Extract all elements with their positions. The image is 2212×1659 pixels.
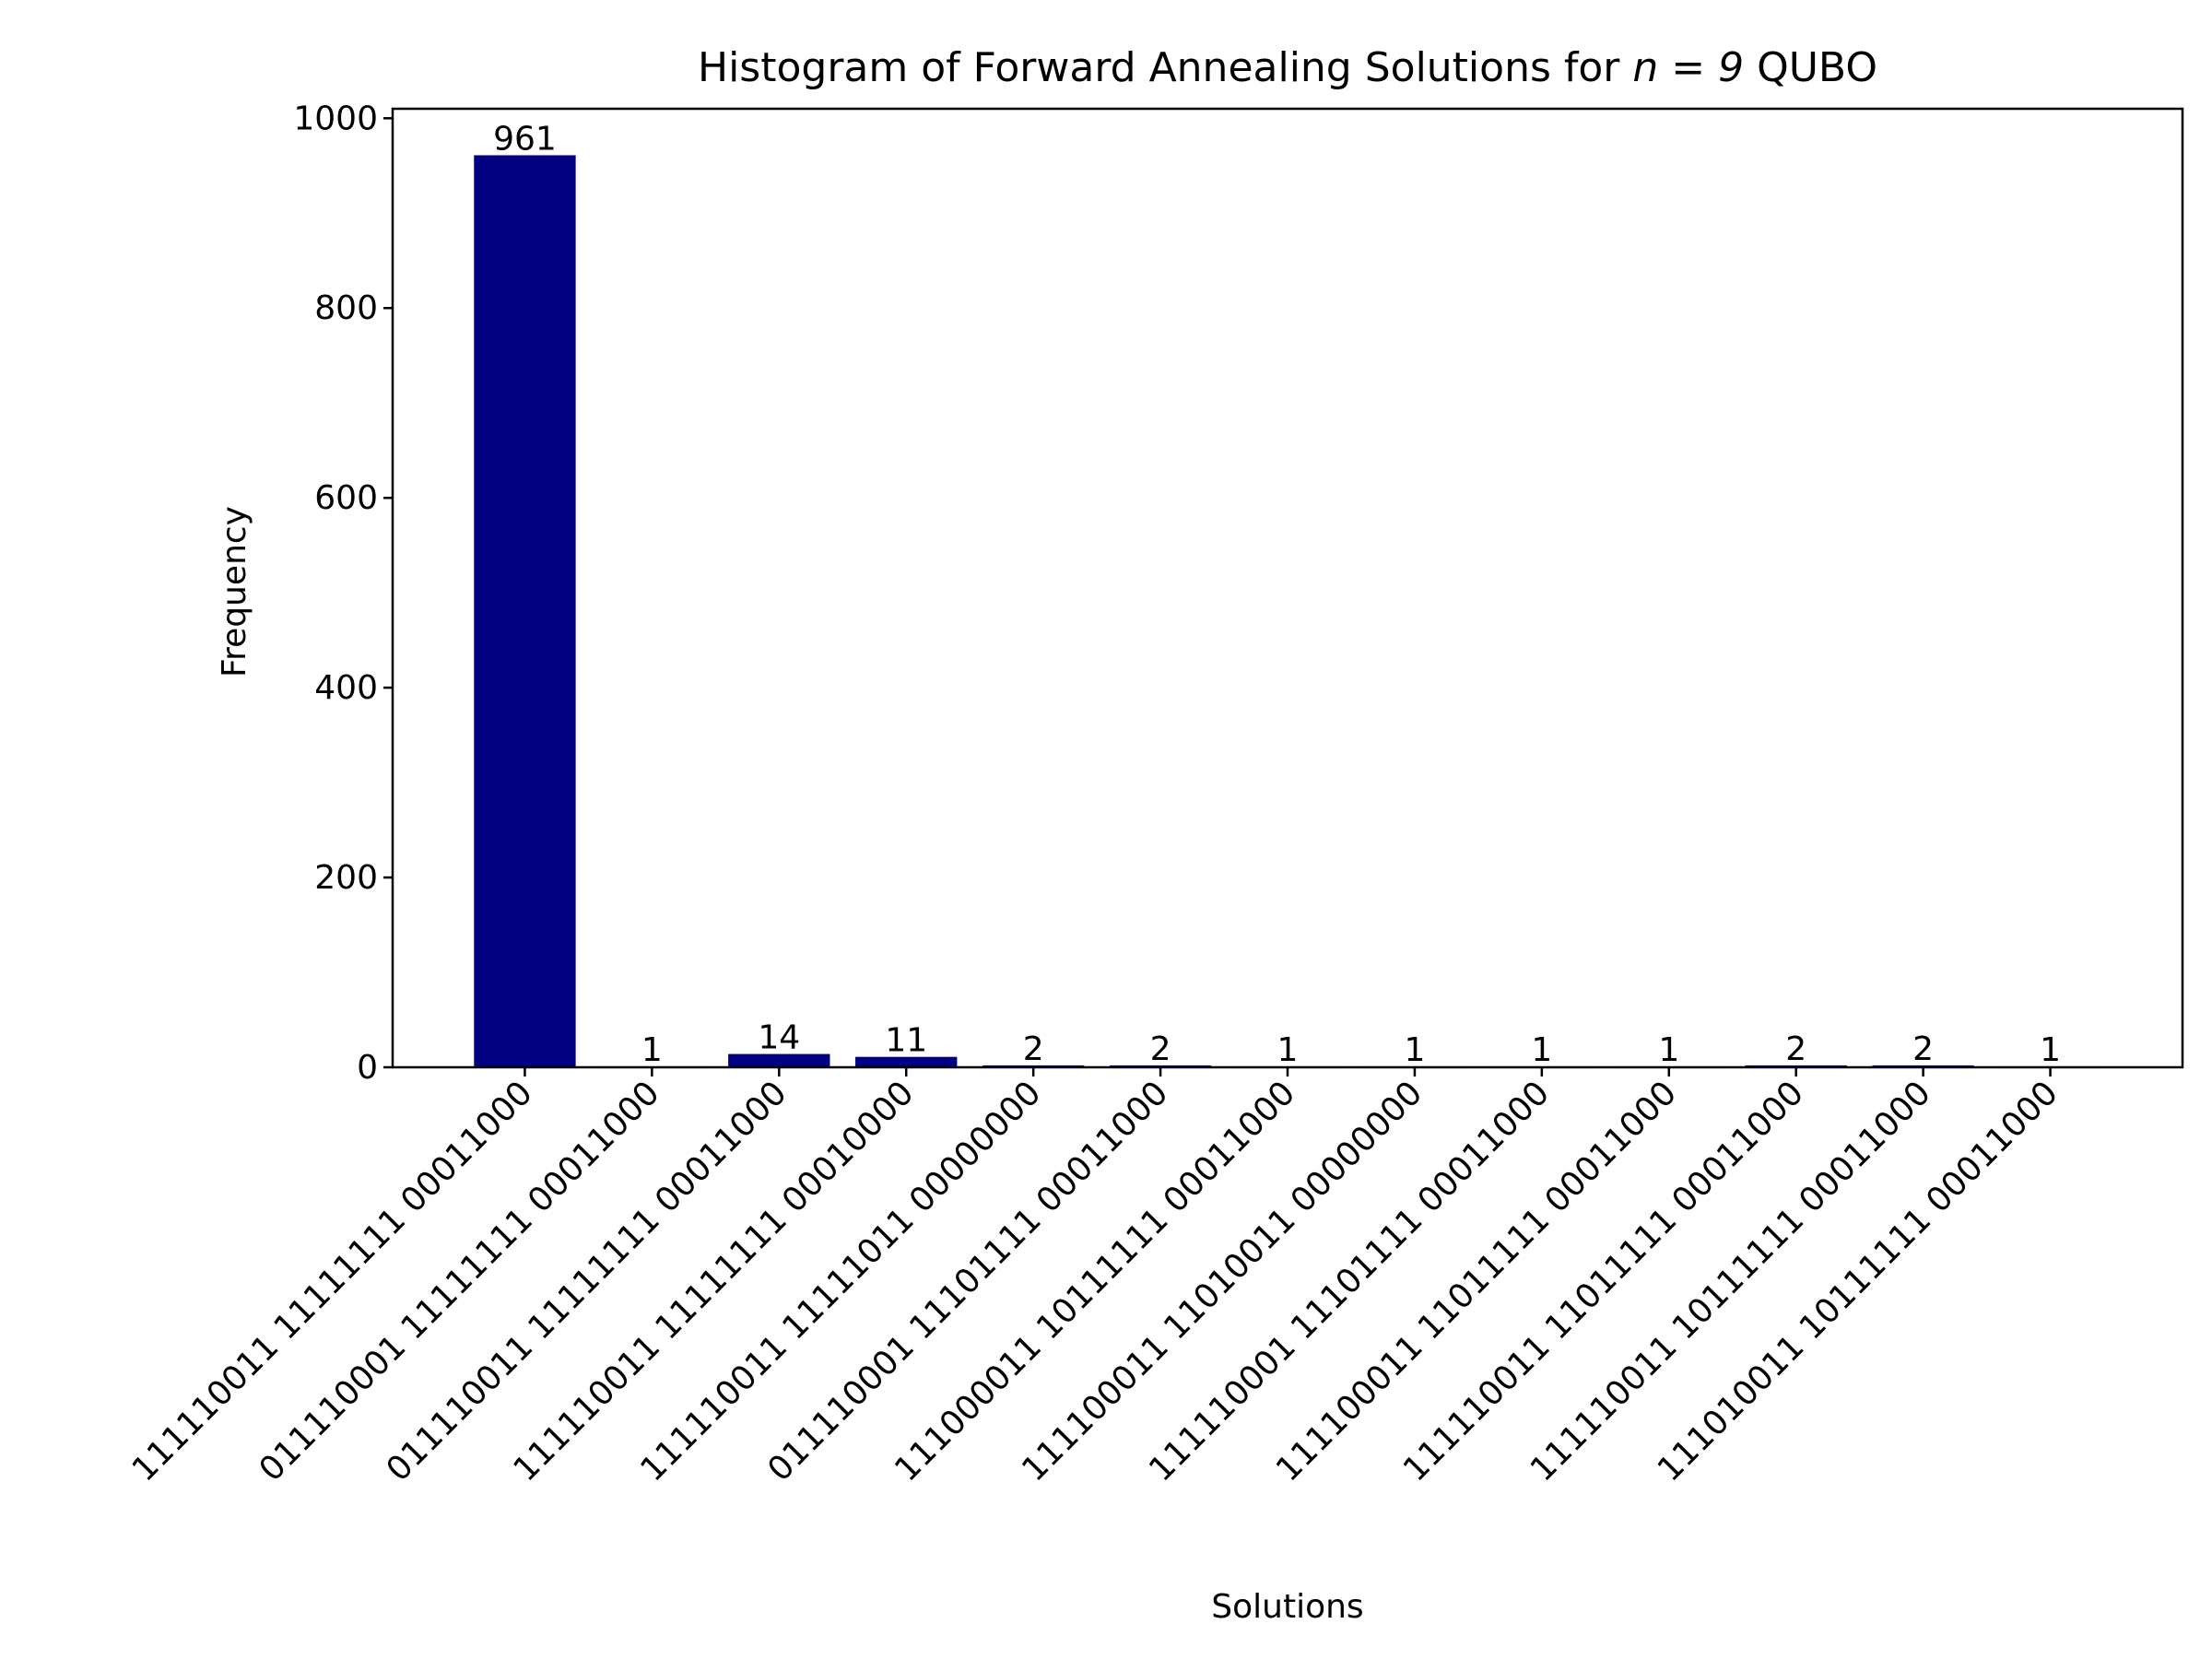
bar-value-label: 2 bbox=[1785, 1030, 1806, 1068]
bar-value-label: 1 bbox=[1531, 1031, 1552, 1069]
chart-title-math: n = 9 bbox=[1632, 44, 1744, 91]
bar-value-label: 2 bbox=[1150, 1030, 1171, 1068]
bar-value-label: 14 bbox=[758, 1019, 800, 1057]
y-tick-label: 600 bbox=[314, 479, 378, 517]
y-tick-label: 800 bbox=[314, 289, 378, 327]
y-tick-label: 1000 bbox=[293, 100, 378, 137]
bar-value-label: 1 bbox=[641, 1031, 663, 1069]
bar bbox=[474, 155, 576, 1067]
bar-value-label: 1 bbox=[1404, 1031, 1425, 1069]
bar-value-label: 11 bbox=[885, 1022, 927, 1060]
chart-title-suffix: QUBO bbox=[1744, 44, 1877, 91]
bar bbox=[855, 1056, 958, 1067]
y-tick-label: 400 bbox=[314, 669, 378, 707]
chart-title: Histogram of Forward Annealing Solutions… bbox=[698, 44, 1877, 91]
bar-value-label: 961 bbox=[493, 120, 557, 158]
bars-layer bbox=[474, 155, 2101, 1067]
y-tick-label: 0 bbox=[357, 1049, 378, 1087]
bar-value-label: 2 bbox=[1912, 1030, 1934, 1068]
bar-value-label: 1 bbox=[1277, 1031, 1299, 1069]
bar-value-label: 1 bbox=[2040, 1031, 2061, 1069]
y-axis-label: Frequency bbox=[216, 506, 253, 677]
bar bbox=[728, 1053, 830, 1067]
y-axis-ticks: 0 200 400 600 800 1000 bbox=[293, 100, 393, 1087]
plot-frame bbox=[391, 107, 2184, 1069]
x-axis-label: Solutions bbox=[1211, 1588, 1363, 1626]
bar-value-label: 2 bbox=[1023, 1030, 1044, 1068]
bar-value-label: 1 bbox=[1658, 1031, 1679, 1069]
chart-title-prefix: Histogram of Forward Annealing Solutions… bbox=[698, 44, 1632, 91]
y-tick-label: 200 bbox=[314, 859, 378, 897]
